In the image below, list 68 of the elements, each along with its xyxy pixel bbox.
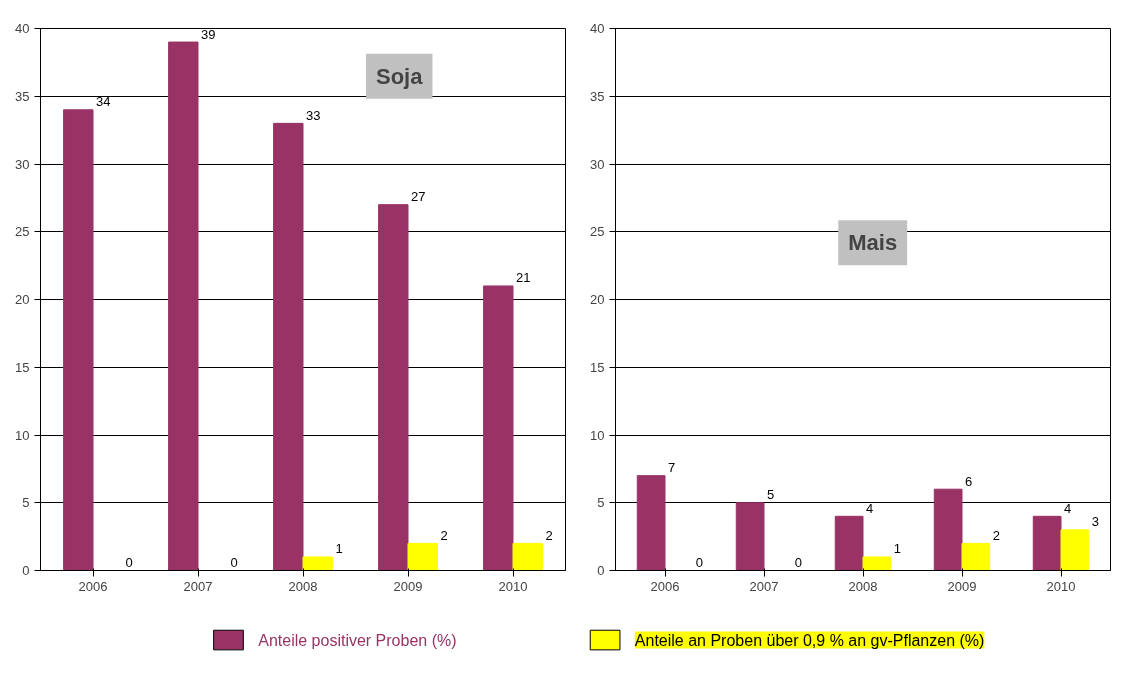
x-tick-label: 2009 [947, 578, 977, 594]
bar [273, 122, 304, 571]
bar [961, 542, 991, 571]
y-tick-label: 35 [15, 88, 30, 104]
data-label: 6 [965, 473, 973, 489]
y-tick-label: 40 [15, 21, 30, 36]
y-tick-label: 10 [15, 427, 30, 443]
bar [378, 204, 409, 571]
bar [512, 542, 543, 571]
text: Soja [376, 63, 424, 89]
y-tick-label: 0 [22, 563, 30, 578]
x-tick-label: 2007 [749, 578, 779, 594]
bar [407, 542, 438, 571]
y-tick-label: 5 [597, 495, 605, 511]
y-tick-label: 30 [590, 156, 605, 172]
data-label: 0 [695, 555, 703, 570]
x-tick-label: 2009 [393, 578, 423, 594]
y-tick-label: 40 [590, 21, 605, 36]
bar [302, 556, 333, 571]
legend-label: Anteile positiver Proben (%) [258, 631, 457, 649]
bar [63, 109, 94, 571]
x-tick-label: 2010 [498, 578, 528, 594]
data-label: 21 [516, 270, 531, 286]
data-label: 39 [201, 26, 216, 42]
data-label: 5 [767, 487, 775, 503]
y-tick-label: 20 [15, 292, 30, 307]
data-label: 2 [545, 527, 553, 543]
bar [168, 41, 199, 571]
data-label: 2 [992, 527, 1000, 543]
text: Mais [848, 230, 898, 256]
y-tick-label: 25 [590, 224, 605, 240]
data-label: 33 [306, 107, 321, 123]
y-tick-label: 5 [22, 495, 30, 511]
data-label: 4 [1064, 500, 1072, 516]
y-tick-label: 10 [590, 427, 605, 443]
bar [1060, 529, 1090, 571]
y-tick-label: 25 [15, 224, 30, 240]
x-tick-label: 2008 [288, 578, 318, 594]
data-label: 1 [893, 541, 901, 557]
data-label: 34 [96, 94, 111, 110]
bar [933, 488, 963, 571]
x-tick-label: 2006 [78, 578, 108, 594]
x-tick-label: 2010 [1046, 578, 1076, 594]
data-label: 27 [411, 189, 426, 205]
bar [636, 475, 666, 571]
y-tick-label: 35 [590, 88, 605, 104]
data-label: 3 [1091, 514, 1099, 530]
y-tick-label: 0 [597, 563, 605, 578]
y-tick-label: 30 [15, 156, 30, 172]
bar [834, 515, 864, 571]
data-label: 1 [335, 541, 343, 557]
data-label: 0 [125, 555, 133, 570]
data-label: 7 [668, 460, 676, 476]
bar [483, 285, 514, 571]
data-label: 0 [230, 555, 238, 570]
x-tick-label: 2008 [848, 578, 878, 594]
data-label: 0 [794, 555, 802, 570]
legend-label: Anteile an Proben über 0,9 % an gv-Pflanzen (%) [634, 631, 985, 649]
data-label: 4 [866, 500, 874, 516]
bar [862, 556, 892, 571]
y-tick-label: 20 [590, 292, 605, 307]
x-tick-label: 2006 [650, 578, 680, 594]
data-label: 2 [440, 527, 448, 543]
y-tick-label: 15 [15, 359, 30, 375]
bar [1032, 515, 1062, 571]
bar [735, 502, 765, 571]
y-tick-label: 15 [590, 359, 605, 375]
x-tick-label: 2007 [183, 578, 213, 594]
